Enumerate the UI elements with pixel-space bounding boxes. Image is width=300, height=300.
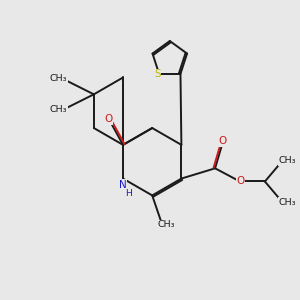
Text: O: O (236, 176, 245, 187)
Text: S: S (154, 70, 161, 80)
Text: CH₃: CH₃ (50, 105, 68, 114)
Text: CH₃: CH₃ (158, 220, 175, 229)
Text: CH₃: CH₃ (279, 157, 296, 166)
Text: O: O (104, 114, 112, 124)
Text: O: O (219, 136, 227, 146)
Text: CH₃: CH₃ (279, 197, 296, 206)
Text: H: H (125, 189, 132, 198)
Text: CH₃: CH₃ (50, 74, 68, 83)
Text: N: N (119, 180, 127, 190)
